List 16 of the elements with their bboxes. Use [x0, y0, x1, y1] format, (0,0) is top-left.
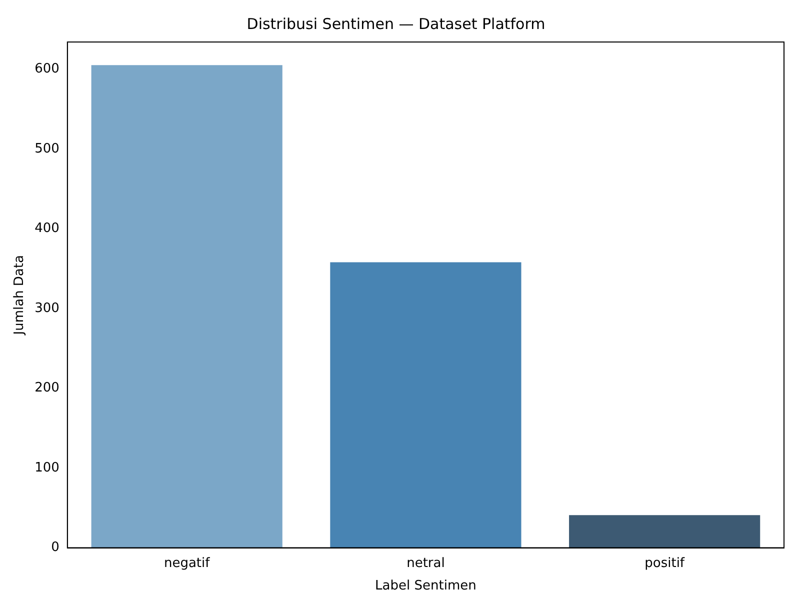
y-tick-label: 300 — [34, 300, 60, 316]
y-tick-label: 600 — [34, 62, 60, 76]
x-tick-label: negatif — [164, 556, 210, 571]
x-tick-label: positif — [644, 556, 685, 571]
y-axis-title: Jumlah Data — [12, 255, 28, 336]
chart-title: Distribusi Sentimen — Dataset Platform — [246, 14, 546, 33]
x-tick-label: netral — [406, 556, 445, 571]
bar — [330, 262, 522, 548]
y-tick-label: 0 — [51, 540, 60, 556]
y-tick-label: 200 — [34, 380, 60, 396]
x-axis-title: Label Sentimen — [375, 578, 476, 594]
bar — [91, 65, 282, 548]
y-tick-label: 400 — [34, 221, 60, 236]
y-tick-label: 100 — [34, 460, 60, 476]
y-tick-label: 500 — [34, 141, 60, 156]
bar — [569, 515, 760, 548]
